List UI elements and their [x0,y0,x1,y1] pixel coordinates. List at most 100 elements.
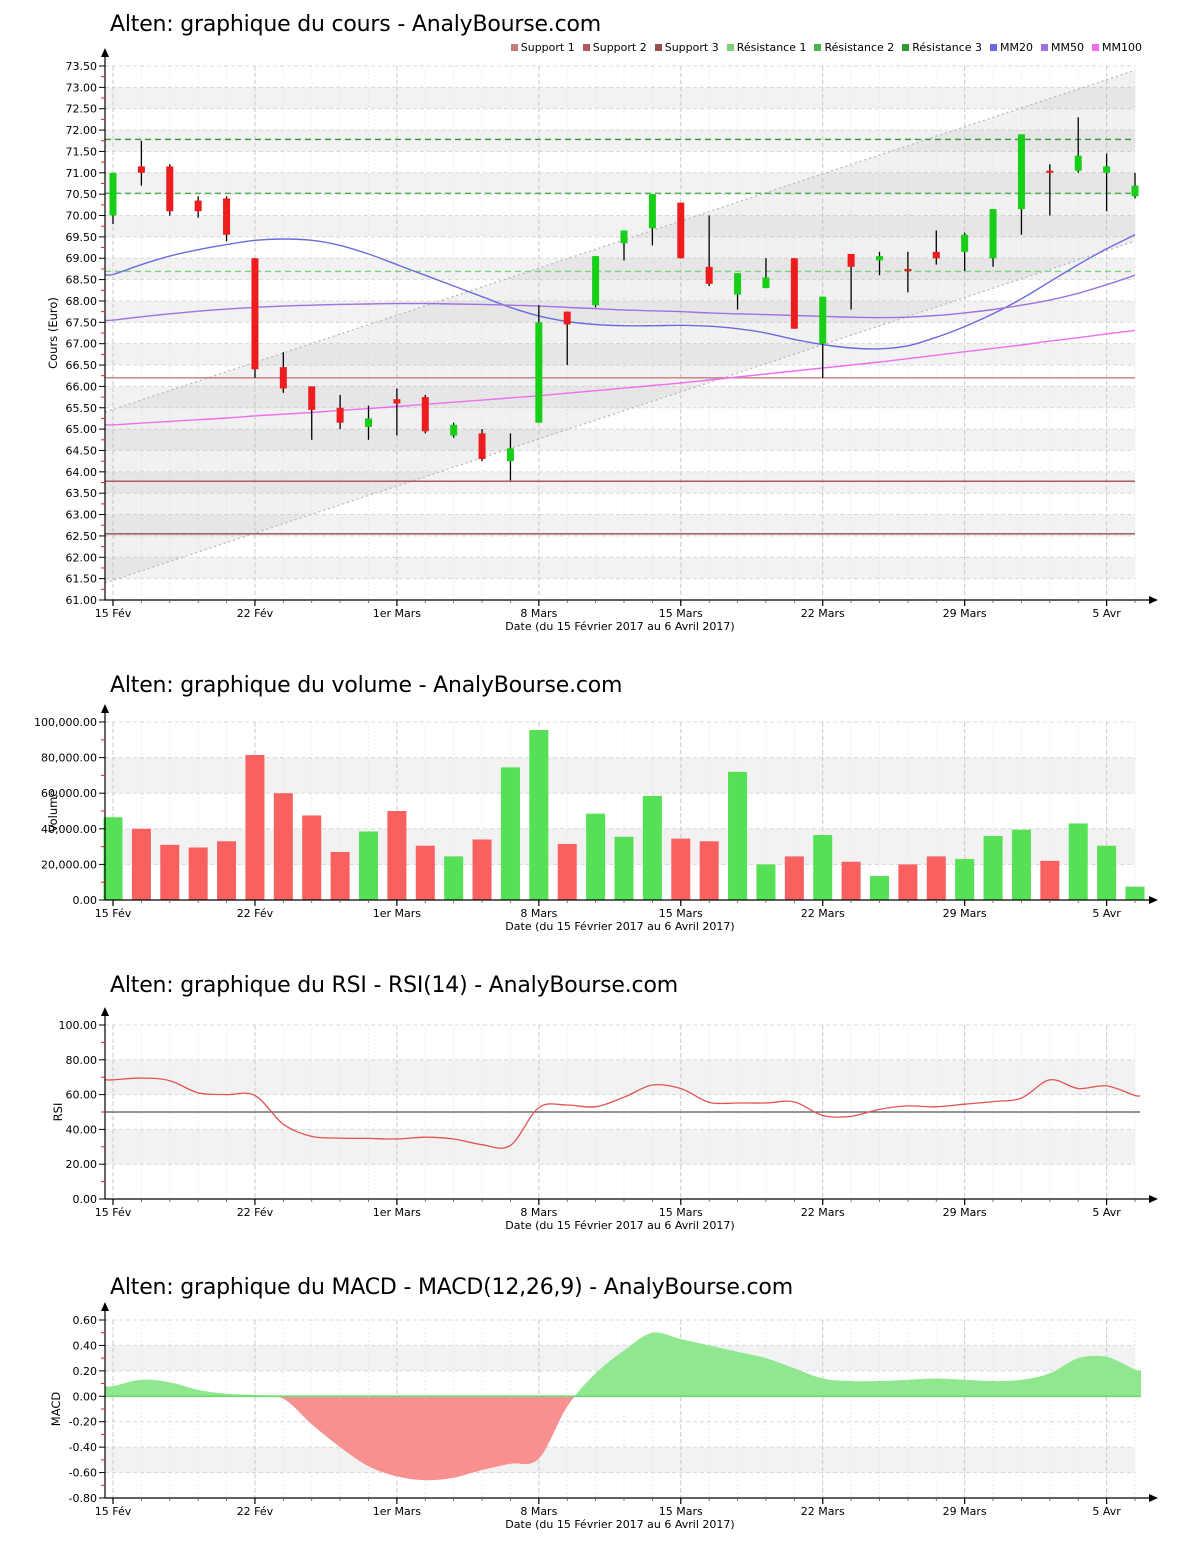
y-tick-label: 80.00 [66,1054,98,1067]
x-axis-arrow [1149,596,1158,604]
x-tick-label: 5 Avr [1092,907,1121,920]
x-axis-arrow [1149,1195,1158,1203]
zebra-band [105,1129,1135,1165]
y-tick-label: -0.40 [69,1441,97,1454]
volume-bar-up [614,836,634,900]
legend-item-résistance-1: Résistance 1 [726,41,806,54]
volume-bar-up [642,795,662,900]
mm20-line [104,234,1136,350]
y-axis-title: Volume [46,790,60,833]
y-tick-label: 72.50 [66,103,98,116]
legend-label: Support 2 [592,41,647,54]
legend-swatch-icon [1092,44,1100,51]
y-tick-label: 62.50 [66,530,98,543]
candle-body-up [876,256,883,261]
y-tick-label: 0.00 [73,1390,98,1403]
y-tick-label: 70.00 [66,210,98,223]
candle-body-down [932,251,940,259]
x-tick-label: 5 Avr [1092,1206,1121,1219]
candle-body-down [251,258,259,370]
candle-body-up [365,418,372,427]
y-tick-label: 71.50 [66,145,98,158]
legend-label: MM100 [1102,41,1142,54]
x-tick-label: 22 Mars [801,1206,845,1219]
y-tick-label: 100,000.00 [34,716,97,729]
legend-item-mm50: MM50 [1041,41,1084,54]
legend-label: MM50 [1051,41,1085,54]
candle-body-up [648,194,656,229]
support-resistance-lines [105,138,1135,535]
zebra-bands [105,87,1135,579]
macd-area-negative [105,1396,1141,1481]
zebra-bands [105,1059,1135,1165]
y-tick-label: 69.00 [66,252,98,265]
x-tick-label: 15 Fév [95,1206,132,1219]
y-tick-label: 0.40 [73,1339,98,1352]
legend-swatch-icon [510,44,518,51]
volume-bar-up [728,771,748,900]
candle-body-up [535,322,543,423]
zebra-band [105,130,1135,152]
zebra-band [105,215,1135,237]
volume-bar-down [699,841,719,900]
zebra-bands [105,1345,1135,1473]
y-tick-label: 66.00 [66,380,98,393]
x-axis-title: Date (du 15 Février 2017 au 6 Avril 2017… [505,1518,734,1531]
x-tick-label: 22 Fév [237,1505,274,1518]
y-tick-label: 68.00 [66,295,98,308]
macd-chart-title: Alten: graphique du MACD - MACD(12,26,9)… [110,1275,793,1300]
legend-label: Support 1 [520,41,575,54]
y-tick-label: 62.00 [66,551,98,564]
candle-body-down [279,367,287,389]
volume-bar-down [898,864,918,900]
y-axis-title: RSI [51,1103,65,1122]
volume-bar-up [1125,886,1145,900]
volume-bar-down [160,844,180,900]
x-tick-label: 22 Mars [801,1505,845,1518]
volume-bar-down [415,845,435,900]
volume-bar-down [217,841,237,900]
zebra-band [105,386,1135,408]
volume-bar-down [1040,860,1060,900]
y-axis-arrow [101,704,109,713]
x-tick-label: 5 Avr [1092,607,1121,620]
y-axis-arrow [101,1302,109,1311]
legend-label: MM20 [1000,41,1034,54]
x-axis-title: Date (du 15 Février 2017 au 6 Avril 2017… [505,1219,734,1232]
volume-bar-up [586,813,606,900]
volume-bar-down [188,847,208,900]
volume-bar-down [245,754,265,900]
candle-body-down [563,311,571,325]
y-tick-label: 67.50 [66,316,98,329]
legend-swatch-icon [1041,44,1049,51]
volume-bar-down [926,856,946,900]
y-tick-label: 63.50 [66,487,98,500]
candle-body-up [592,256,600,306]
y-tick-label: -0.20 [69,1416,97,1429]
legend-item-support-1: Support 1 [510,41,575,54]
x-tick-label: 29 Mars [943,1505,987,1518]
volume-bar-down [131,828,151,900]
x-tick-label: 29 Mars [943,607,987,620]
candle-body-down [677,202,685,259]
volume-bar-up [955,859,975,900]
x-axis-arrow [1149,896,1158,904]
zebra-band [105,557,1135,579]
y-tick-label: 40.00 [66,1123,98,1136]
zebra-band [105,471,1135,494]
x-tick-label: 29 Mars [943,1206,987,1219]
x-tick-label: 1er Mars [373,607,422,620]
volume-bar-up [529,730,549,900]
y-tick-label: 20,000.00 [41,858,97,871]
y-tick-label: 64.50 [66,444,98,457]
volume-bar-up [1097,845,1117,900]
y-tick-label: 70.50 [66,188,98,201]
volume-bar-down [784,856,804,900]
trend-channel-fill [105,70,1135,583]
y-tick-label: 65.00 [66,423,98,436]
volume-bar-down [330,851,350,900]
volume-bar-up [813,835,833,900]
legend-swatch-icon [654,44,662,51]
volume-bar-down [557,843,577,900]
